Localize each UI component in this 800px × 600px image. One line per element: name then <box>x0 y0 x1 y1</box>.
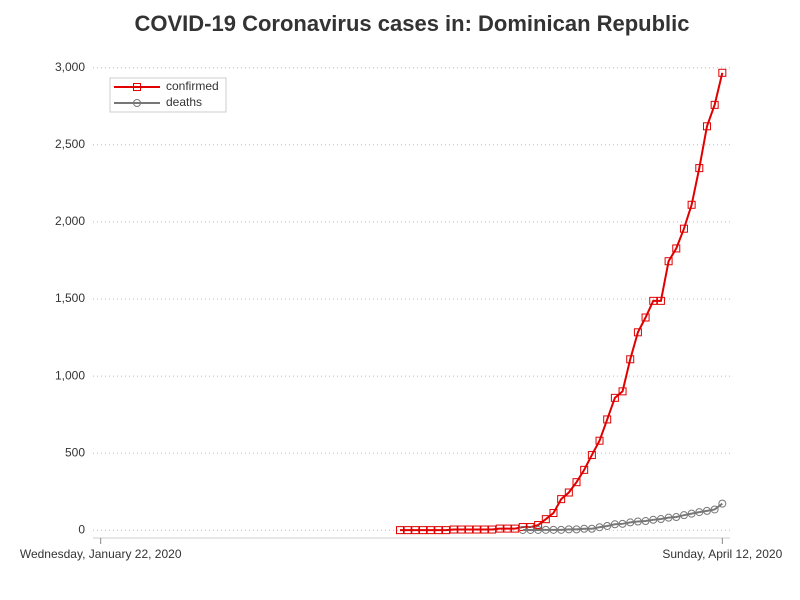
data-point <box>595 436 604 445</box>
data-point <box>511 524 520 533</box>
data-point <box>610 520 619 529</box>
y-tick-label: 1,000 <box>55 368 85 382</box>
data-point <box>572 525 581 534</box>
data-point <box>549 525 558 534</box>
data-point <box>395 526 404 535</box>
data-point <box>557 495 566 504</box>
data-point <box>626 518 635 527</box>
data-point <box>457 525 466 534</box>
legend-marker <box>133 83 141 91</box>
data-point <box>649 296 658 305</box>
data-point <box>572 478 581 487</box>
data-point <box>626 355 635 364</box>
data-point <box>442 526 451 535</box>
data-point <box>472 525 481 534</box>
data-point <box>610 393 619 402</box>
series-line <box>399 72 724 532</box>
data-point <box>633 328 642 337</box>
data-point <box>618 519 627 528</box>
data-point <box>679 511 688 520</box>
data-point <box>718 499 727 508</box>
data-point <box>434 526 443 535</box>
y-tick-label: 1,500 <box>55 291 85 305</box>
data-point <box>403 526 412 535</box>
data-point <box>679 224 688 233</box>
data-point <box>449 525 458 534</box>
data-point <box>541 515 550 524</box>
data-point <box>702 506 711 515</box>
data-point <box>664 257 673 266</box>
series-line <box>522 502 723 531</box>
data-point <box>641 313 650 322</box>
data-point <box>419 526 428 535</box>
data-point <box>710 100 719 109</box>
x-tick-label: Wednesday, January 22, 2020 <box>20 547 182 561</box>
data-point <box>633 517 642 526</box>
data-point <box>718 68 727 77</box>
data-point <box>672 513 681 522</box>
x-tick-label: Sunday, April 12, 2020 <box>662 547 782 561</box>
data-point <box>426 526 435 535</box>
data-point <box>480 525 489 534</box>
data-point <box>664 513 673 522</box>
chart-title: COVID-19 Coronavirus cases in: Dominican… <box>134 11 689 36</box>
data-point <box>488 525 497 534</box>
data-point <box>603 415 612 424</box>
y-tick-label: 2,500 <box>55 137 85 151</box>
data-point <box>580 524 589 533</box>
data-point <box>580 465 589 474</box>
data-point <box>603 521 612 530</box>
data-point <box>534 525 543 534</box>
data-point <box>687 509 696 518</box>
data-point <box>702 122 711 131</box>
data-point <box>503 524 512 533</box>
data-point <box>587 451 596 460</box>
data-point <box>641 517 650 526</box>
data-point <box>495 524 504 533</box>
data-point <box>549 509 558 518</box>
y-tick-label: 2,000 <box>55 214 85 228</box>
data-point <box>541 525 550 534</box>
data-point <box>695 164 704 173</box>
data-point <box>710 505 719 514</box>
legend-label: confirmed <box>166 79 219 93</box>
data-point <box>518 525 527 534</box>
data-point <box>595 523 604 532</box>
legend-marker <box>133 99 141 107</box>
data-point <box>534 521 543 530</box>
data-point <box>656 515 665 524</box>
data-point <box>672 244 681 253</box>
data-point <box>465 525 474 534</box>
data-point <box>618 387 627 396</box>
data-point <box>687 200 696 209</box>
data-point <box>649 515 658 524</box>
legend: confirmed deaths <box>109 77 227 113</box>
data-point <box>695 508 704 517</box>
data-point <box>587 524 596 533</box>
data-point <box>557 525 566 534</box>
y-tick-label: 500 <box>65 445 85 459</box>
legend-box <box>109 77 227 113</box>
data-point <box>564 525 573 534</box>
y-tick-label: 3,000 <box>55 60 85 74</box>
y-tick-label: 0 <box>78 522 85 536</box>
data-point <box>411 526 420 535</box>
data-point <box>564 488 573 497</box>
data-point <box>656 296 665 305</box>
data-point <box>526 525 535 534</box>
legend-label: deaths <box>166 95 202 109</box>
